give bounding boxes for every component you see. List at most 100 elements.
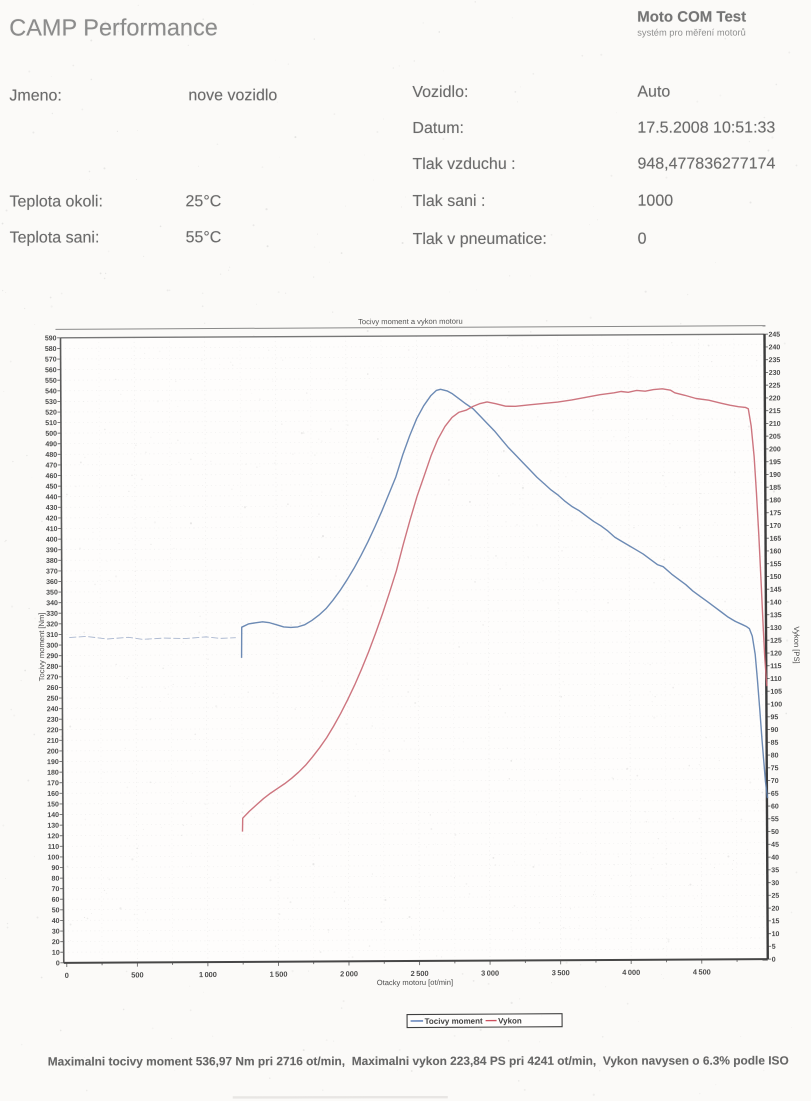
svg-text:290: 290 xyxy=(46,653,58,660)
svg-text:165: 165 xyxy=(770,536,782,543)
svg-text:150: 150 xyxy=(770,574,782,581)
svg-text:120: 120 xyxy=(770,650,782,657)
svg-text:470: 470 xyxy=(45,462,57,469)
svg-text:195: 195 xyxy=(769,459,781,466)
svg-text:90: 90 xyxy=(51,865,59,872)
svg-text:200: 200 xyxy=(769,446,781,453)
svg-text:180: 180 xyxy=(769,497,781,504)
svg-text:220: 220 xyxy=(769,395,781,402)
svg-text:155: 155 xyxy=(770,561,782,568)
svg-text:3 000: 3 000 xyxy=(481,969,499,978)
svg-text:460: 460 xyxy=(46,473,58,480)
svg-text:500: 500 xyxy=(131,970,143,979)
svg-text:550: 550 xyxy=(45,378,57,385)
svg-text:260: 260 xyxy=(47,685,59,692)
svg-text:280: 280 xyxy=(47,664,59,671)
svg-text:20: 20 xyxy=(52,939,60,946)
svg-text:150: 150 xyxy=(47,801,59,808)
svg-text:1 500: 1 500 xyxy=(270,970,288,979)
svg-text:570: 570 xyxy=(45,357,57,364)
svg-text:60: 60 xyxy=(52,897,60,904)
svg-text:100: 100 xyxy=(770,701,782,708)
svg-text:400: 400 xyxy=(46,537,58,544)
svg-text:440: 440 xyxy=(46,494,58,501)
svg-text:2 000: 2 000 xyxy=(340,969,358,978)
svg-text:30: 30 xyxy=(52,929,60,936)
svg-text:510: 510 xyxy=(45,420,57,427)
svg-text:145: 145 xyxy=(770,587,782,594)
svg-text:200: 200 xyxy=(47,748,59,755)
svg-text:590: 590 xyxy=(45,335,57,342)
svg-text:480: 480 xyxy=(45,452,57,459)
svg-text:390: 390 xyxy=(46,547,58,554)
svg-text:490: 490 xyxy=(45,441,57,448)
svg-text:215: 215 xyxy=(769,408,781,415)
svg-text:210: 210 xyxy=(47,738,59,745)
svg-text:10: 10 xyxy=(52,950,60,957)
svg-text:60: 60 xyxy=(771,803,779,810)
svg-text:35: 35 xyxy=(771,867,779,874)
svg-text:80: 80 xyxy=(52,876,60,883)
svg-text:3 500: 3 500 xyxy=(552,968,570,977)
svg-text:450: 450 xyxy=(46,484,58,491)
svg-text:80: 80 xyxy=(771,752,779,759)
svg-text:530: 530 xyxy=(45,399,57,406)
svg-text:580: 580 xyxy=(45,346,57,353)
svg-text:360: 360 xyxy=(46,579,58,586)
svg-text:210: 210 xyxy=(769,421,781,428)
svg-text:340: 340 xyxy=(46,600,58,607)
svg-text:140: 140 xyxy=(47,812,59,819)
svg-text:50: 50 xyxy=(771,829,779,836)
svg-text:380: 380 xyxy=(46,558,58,565)
svg-text:115: 115 xyxy=(770,663,781,670)
svg-text:220: 220 xyxy=(47,727,59,734)
svg-text:205: 205 xyxy=(769,434,781,441)
svg-text:55: 55 xyxy=(771,816,779,823)
svg-text:140: 140 xyxy=(770,599,782,606)
svg-text:175: 175 xyxy=(769,510,781,517)
svg-text:310: 310 xyxy=(46,632,58,639)
svg-text:130: 130 xyxy=(770,625,782,632)
svg-text:100: 100 xyxy=(48,854,60,861)
svg-text:410: 410 xyxy=(46,526,58,533)
svg-text:245: 245 xyxy=(768,332,780,339)
svg-text:105: 105 xyxy=(770,689,782,696)
svg-text:Tocivy moment a vykon motoru: Tocivy moment a vykon motoru xyxy=(358,317,463,327)
svg-text:0: 0 xyxy=(56,960,60,967)
svg-text:110: 110 xyxy=(48,844,59,851)
svg-text:85: 85 xyxy=(771,740,779,747)
svg-text:40: 40 xyxy=(771,855,779,862)
svg-text:75: 75 xyxy=(771,765,779,772)
svg-text:Vykon [PS]: Vykon [PS] xyxy=(792,626,801,663)
svg-text:30: 30 xyxy=(771,880,779,887)
svg-text:180: 180 xyxy=(47,770,59,777)
svg-text:70: 70 xyxy=(771,778,779,785)
svg-text:370: 370 xyxy=(46,568,58,575)
svg-text:0: 0 xyxy=(65,971,69,980)
svg-text:Otacky motoru [ot/min]: Otacky motoru [ot/min] xyxy=(377,978,453,987)
svg-text:50: 50 xyxy=(52,907,60,914)
svg-text:560: 560 xyxy=(45,367,57,374)
svg-text:540: 540 xyxy=(45,388,57,395)
svg-text:15: 15 xyxy=(772,918,780,925)
svg-text:110: 110 xyxy=(770,676,781,683)
svg-text:2 500: 2 500 xyxy=(411,969,429,978)
svg-text:170: 170 xyxy=(769,523,781,530)
svg-text:45: 45 xyxy=(771,842,779,849)
svg-text:170: 170 xyxy=(47,780,59,787)
svg-text:190: 190 xyxy=(47,759,59,766)
svg-text:135: 135 xyxy=(770,612,782,619)
svg-text:125: 125 xyxy=(770,638,782,645)
svg-text:520: 520 xyxy=(45,410,57,417)
svg-text:5: 5 xyxy=(772,944,776,951)
svg-text:1 000: 1 000 xyxy=(199,970,217,979)
svg-text:235: 235 xyxy=(769,357,781,364)
svg-text:270: 270 xyxy=(47,674,59,681)
svg-text:Tocivy moment [Nm]: Tocivy moment [Nm] xyxy=(37,613,46,682)
svg-text:120: 120 xyxy=(47,833,59,840)
svg-text:185: 185 xyxy=(769,485,781,492)
svg-text:320: 320 xyxy=(46,621,58,628)
svg-text:Tocivy moment: Tocivy moment xyxy=(425,1017,483,1026)
svg-text:95: 95 xyxy=(770,714,778,721)
svg-text:4 000: 4 000 xyxy=(622,968,640,977)
